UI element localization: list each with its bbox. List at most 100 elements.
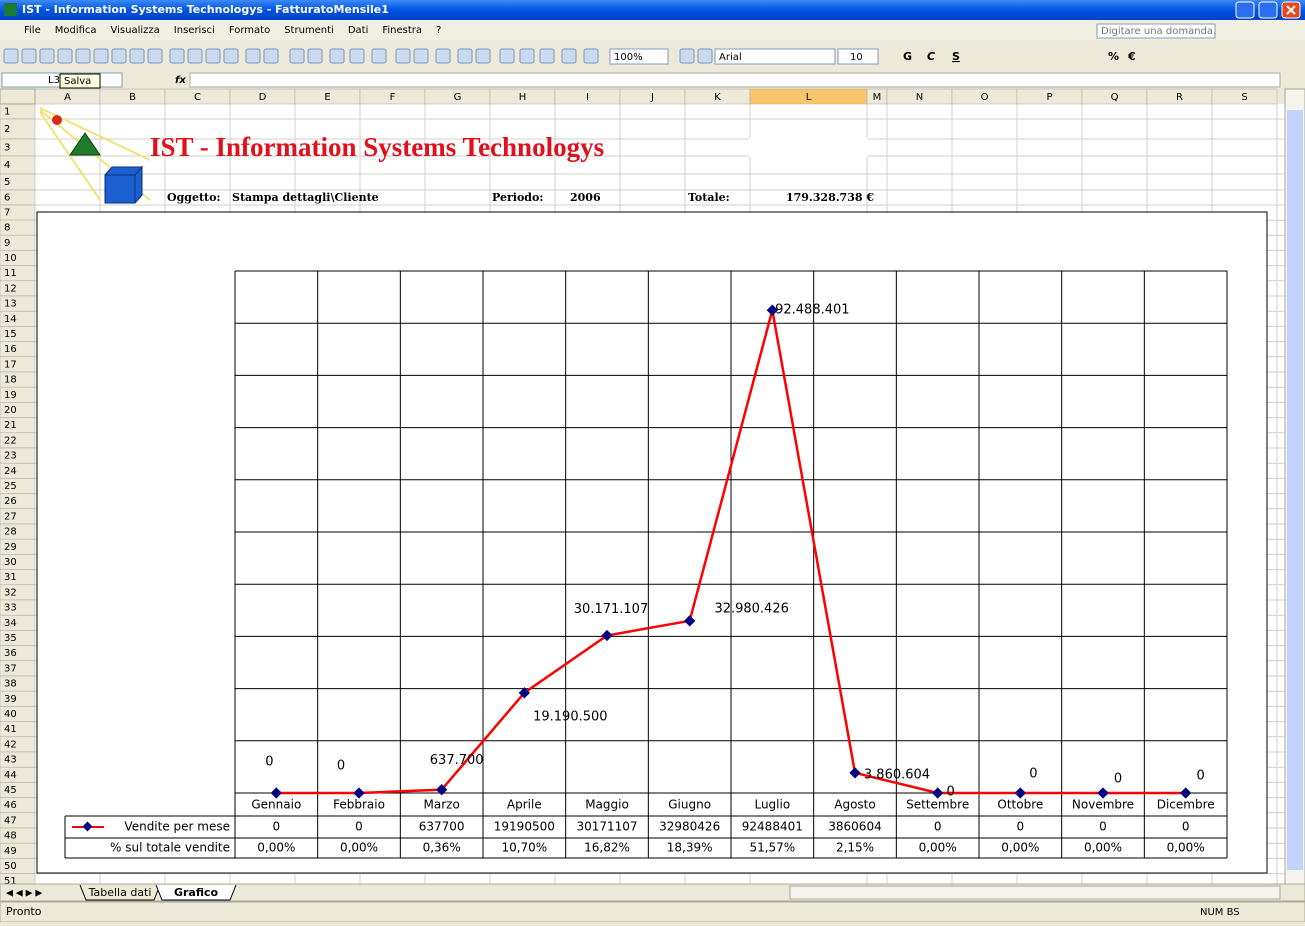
toolbar-icon[interactable] [187, 48, 203, 64]
toolbar-icon[interactable] [223, 48, 239, 64]
menu-item[interactable]: Finestra [382, 25, 422, 36]
toolbar-icon[interactable] [395, 48, 411, 64]
font-box[interactable] [714, 48, 836, 65]
menu-item[interactable]: Strumenti [284, 25, 334, 36]
row-number: 24 [4, 466, 17, 477]
size-box[interactable] [837, 48, 879, 65]
toolbar-icon[interactable] [57, 48, 73, 64]
toolbar-icon[interactable] [457, 48, 473, 64]
marker [353, 787, 365, 799]
row-number: 10 [4, 253, 17, 264]
sheet-subject: Stampa dettagli\Cliente [232, 191, 379, 204]
euro-button[interactable]: € [1127, 50, 1136, 63]
toolbar-icon[interactable] [111, 48, 127, 64]
sheet-tab[interactable] [155, 884, 237, 901]
title-bar [0, 0, 1305, 20]
fx-icon: fx [175, 75, 186, 86]
toolbar-icon[interactable] [561, 48, 577, 64]
data-label: 3.860.604 [864, 767, 930, 782]
data-label: 32.980.426 [714, 601, 788, 616]
sheet-total-label: Totale: [688, 191, 730, 204]
toolbar-icon[interactable] [413, 48, 429, 64]
toolbar-icon[interactable] [307, 48, 323, 64]
italic-button[interactable]: C [927, 50, 935, 63]
marker [601, 629, 613, 642]
toolbar-icon[interactable] [583, 48, 599, 64]
toolbar-icon[interactable] [21, 48, 37, 64]
formula-input[interactable] [189, 72, 1281, 88]
v-scroll-thumb[interactable] [1287, 110, 1303, 870]
zoom-box[interactable] [609, 48, 669, 65]
toolbar-icon[interactable] [475, 48, 491, 64]
row-number: 19 [4, 390, 17, 401]
name-box-text: L3 [48, 75, 60, 86]
bold-button[interactable]: G [903, 50, 912, 63]
status-left: Pronto [6, 905, 42, 918]
toolbar-icon[interactable] [169, 48, 185, 64]
menu-item[interactable]: Dati [348, 25, 369, 36]
column-letter: G [454, 92, 462, 103]
tab-nav[interactable]: ◀ ◀ ▶ ▶ [6, 889, 42, 899]
menu-item[interactable]: Inserisci [174, 25, 215, 36]
percent-button[interactable]: % [1108, 50, 1119, 63]
menu-item[interactable]: File [24, 25, 41, 36]
tooltip-text: Salva [64, 76, 91, 87]
toolbar-icon[interactable] [263, 48, 279, 64]
menu-item[interactable]: Visualizza [111, 25, 160, 36]
category-label: Marzo [424, 798, 460, 812]
toolbar-icon[interactable] [3, 48, 19, 64]
toolbar-icon[interactable] [205, 48, 221, 64]
help-box[interactable] [1096, 23, 1216, 39]
menu-item[interactable]: Formato [229, 25, 270, 36]
row-number: 49 [4, 846, 17, 857]
category-label: Agosto [834, 798, 875, 812]
row-number: 5 [4, 177, 10, 188]
menu-item[interactable]: ? [436, 25, 441, 36]
minimize-button[interactable] [1235, 1, 1255, 19]
underline-button[interactable]: S [952, 50, 960, 63]
table-value: 0 [1182, 820, 1190, 834]
toolbar-icon[interactable] [349, 48, 365, 64]
sheet-subject-label: Oggetto: [167, 191, 221, 204]
toolbar-icon[interactable] [435, 48, 451, 64]
row-number: 41 [4, 724, 17, 735]
row-number: 9 [4, 238, 10, 249]
sheet-heading: IST - Information Systems Technologys [150, 132, 604, 162]
toolbar-icon[interactable] [329, 48, 345, 64]
toolbar-icon[interactable] [679, 48, 695, 64]
sheet-tab[interactable] [79, 884, 161, 901]
toolbar-icon[interactable] [289, 48, 305, 64]
row-number: 43 [4, 755, 17, 766]
row-number: 18 [4, 375, 17, 386]
category-label: Febbraio [333, 798, 385, 812]
table-percent: 2,15% [836, 841, 874, 855]
marker [436, 784, 448, 796]
category-label: Dicembre [1157, 798, 1215, 812]
toolbar-icon[interactable] [129, 48, 145, 64]
row-number: 15 [4, 329, 17, 340]
status-bar [0, 901, 1305, 923]
toolbar-icon[interactable] [39, 48, 55, 64]
column-letter: F [390, 92, 396, 103]
row-number: 45 [4, 785, 17, 796]
row-number: 39 [4, 694, 17, 705]
row-number: 28 [4, 527, 17, 538]
toolbar-icon[interactable] [519, 48, 535, 64]
toolbar-icon[interactable] [147, 48, 163, 64]
table-value: 637700 [419, 820, 465, 834]
column-letter: R [1176, 92, 1183, 103]
toolbar-icon[interactable] [93, 48, 109, 64]
toolbar-icon[interactable] [697, 48, 713, 64]
toolbar-icon[interactable] [371, 48, 387, 64]
restore-button[interactable] [1258, 1, 1278, 19]
toolbar-icon[interactable] [75, 48, 91, 64]
data-label: 0 [947, 785, 955, 800]
toolbar-icon[interactable] [245, 48, 261, 64]
menu-item[interactable]: Modifica [55, 25, 97, 36]
h-scrollbar[interactable] [789, 885, 1281, 900]
toolbar-icon[interactable] [539, 48, 555, 64]
sheet-total: 179.328.738 € [786, 191, 874, 204]
toolbar-icon[interactable] [499, 48, 515, 64]
row-number: 16 [4, 344, 17, 355]
marker [1097, 787, 1109, 799]
